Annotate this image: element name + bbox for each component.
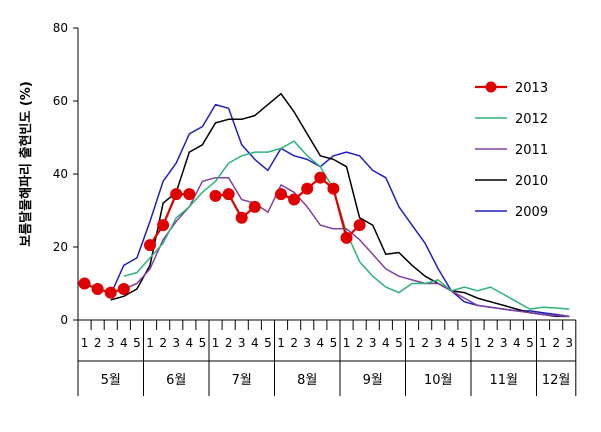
data-point-2013 xyxy=(183,188,196,201)
legend-label-2010: 2010 xyxy=(515,174,548,189)
y-tick-label: 60 xyxy=(53,94,68,108)
x-month-label: 8월 xyxy=(297,373,317,388)
x-month-label: 5월 xyxy=(101,373,121,388)
series-line-2013 xyxy=(215,193,256,219)
x-week-label: 3 xyxy=(303,336,311,350)
x-week-label: 5 xyxy=(395,336,403,350)
x-week-label: 4 xyxy=(120,336,128,350)
legend-label-2009: 2009 xyxy=(515,205,548,220)
x-month-label: 9월 xyxy=(363,373,383,388)
x-week-label: 2 xyxy=(487,336,495,350)
legend-label-2011: 2011 xyxy=(515,143,548,158)
y-axis-title: 보름달물해파리 출현빈도 (%) xyxy=(18,81,34,247)
x-week-label: 5 xyxy=(330,336,338,350)
x-week-label: 2 xyxy=(159,336,167,350)
y-axis: 0 20 40 60 80 xyxy=(53,21,79,327)
legend: 2013 2012 2011 2010 2009 xyxy=(475,81,548,220)
x-week-label: 5 xyxy=(133,336,141,350)
data-point-2013 xyxy=(209,189,222,202)
y-tick-label: 80 xyxy=(53,21,68,35)
x-month-label: 10월 xyxy=(424,373,453,388)
x-week-label: 2 xyxy=(225,336,233,350)
x-week-label: 4 xyxy=(186,336,194,350)
x-week-label: 4 xyxy=(513,336,521,350)
data-point-2013 xyxy=(91,282,104,295)
x-week-label: 2 xyxy=(356,336,364,350)
x-week-label: 5 xyxy=(264,336,272,350)
y-tick-label: 0 xyxy=(60,313,68,327)
x-week-label: 1 xyxy=(343,336,351,350)
x-week-label: 2 xyxy=(94,336,102,350)
data-point-2013 xyxy=(288,193,301,206)
series-2011 xyxy=(123,176,570,318)
data-point-2013 xyxy=(170,188,183,201)
x-week-label: 3 xyxy=(172,336,180,350)
x-week-label: 4 xyxy=(317,336,325,350)
data-point-2013 xyxy=(144,239,156,252)
x-week-label: 1 xyxy=(474,336,482,350)
y-axis-title-group: 보름달물해파리 출현빈도 (%) xyxy=(18,81,34,247)
x-week-label: 3 xyxy=(369,336,377,350)
data-point-2013 xyxy=(78,277,91,290)
x-week-label: 5 xyxy=(199,336,207,350)
data-point-2013 xyxy=(340,231,353,244)
data-point-2013 xyxy=(248,200,261,213)
y-tick-label: 20 xyxy=(53,240,68,254)
series-2010 xyxy=(110,92,570,318)
data-point-2013 xyxy=(104,286,117,299)
x-week-label: 4 xyxy=(382,336,390,350)
x-month-label: 12월 xyxy=(542,373,571,388)
series-line-2010 xyxy=(110,92,570,318)
y-tick-label: 40 xyxy=(53,167,68,181)
series-2013 xyxy=(78,171,366,299)
x-week-label: 4 xyxy=(251,336,259,350)
data-point-2013 xyxy=(327,182,340,195)
series-line-2013 xyxy=(149,193,190,246)
data-point-2013 xyxy=(235,211,248,224)
data-point-2013 xyxy=(353,219,366,232)
legend-label-2013: 2013 xyxy=(515,81,548,96)
x-month-label: 6월 xyxy=(166,373,186,388)
x-month-label: 11월 xyxy=(489,373,518,388)
legend-label-2012: 2012 xyxy=(515,112,548,127)
data-point-2013 xyxy=(222,188,235,201)
x-week-label: 1 xyxy=(277,336,285,350)
data-point-2013 xyxy=(314,171,327,184)
x-week-label: 1 xyxy=(539,336,547,350)
data-point-2013 xyxy=(275,188,287,201)
x-week-label: 3 xyxy=(107,336,115,350)
x-week-label: 3 xyxy=(434,336,442,350)
x-week-label: 3 xyxy=(565,336,573,350)
x-week-label: 2 xyxy=(421,336,429,350)
x-week-label: 1 xyxy=(146,336,154,350)
x-week-label: 5 xyxy=(526,336,534,350)
x-week-label: 5 xyxy=(461,336,469,350)
x-week-label: 3 xyxy=(500,336,508,350)
series-line-2011 xyxy=(123,176,570,318)
x-week-label: 1 xyxy=(212,336,220,350)
x-week-label: 2 xyxy=(290,336,298,350)
data-point-2013 xyxy=(117,282,130,295)
x-week-label: 1 xyxy=(81,336,89,350)
x-week-label: 2 xyxy=(552,336,560,350)
x-month-label: 7월 xyxy=(232,373,252,388)
series-layer xyxy=(78,92,570,318)
series-line-2013 xyxy=(280,176,361,239)
legend-marker-2013 xyxy=(485,81,497,93)
x-week-label: 1 xyxy=(408,336,416,350)
series-line-2013 xyxy=(84,282,125,294)
x-week-label: 4 xyxy=(448,336,456,350)
x-week-label: 3 xyxy=(238,336,246,350)
data-point-2013 xyxy=(157,219,170,232)
data-point-2013 xyxy=(301,182,314,195)
